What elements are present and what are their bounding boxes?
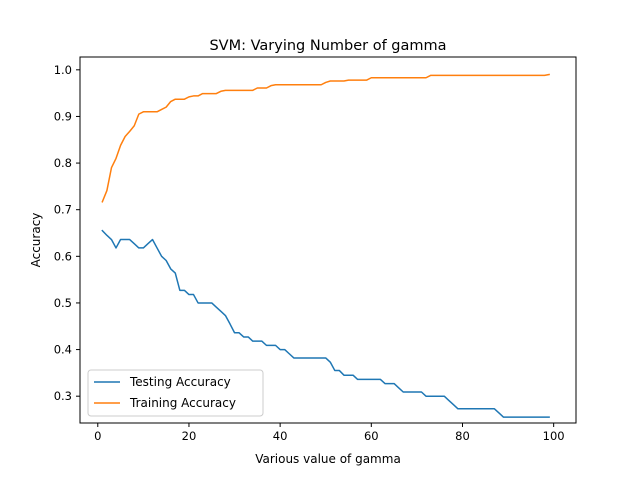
x-tick-label: 80 [455,429,470,443]
series-line-testing [101,229,550,418]
y-tick-label: 0.6 [54,249,72,263]
x-axis-ticks: 0 20 40 60 80 100 [94,423,565,443]
y-tick-label: 0.3 [54,389,72,403]
legend-label: Testing Accuracy [129,375,231,389]
x-tick-label: 20 [182,429,197,443]
x-tick-label: 0 [94,429,101,443]
axes-frame [79,56,577,424]
y-tick-label: 0.5 [54,296,72,310]
legend: Testing Accuracy Training Accuracy [87,369,264,417]
y-tick-label: 0.8 [54,156,72,170]
x-tick-label: 40 [273,429,288,443]
y-tick-label: 0.7 [54,203,72,217]
y-axis-ticks: 0.3 0.4 0.5 0.6 0.7 0.8 0.9 1.0 [54,63,80,403]
chart-title: SVM: Varying Number of gamma [209,38,446,54]
legend-label: Training Accuracy [129,396,236,410]
series-layer [101,73,550,418]
legend-box [87,369,264,417]
x-tick-label: 100 [543,429,565,443]
series-line-training [101,73,550,203]
y-axis-label: Accuracy [29,213,43,268]
y-tick-label: 1.0 [54,63,72,77]
y-tick-label: 0.9 [54,109,72,123]
x-tick-label: 60 [364,429,379,443]
plot-area: 0 20 40 60 80 100 0.3 0.4 0.5 0.6 0.7 0.8 0.9 1.0 [54,56,577,443]
x-axis-label: Various value of gamma [255,452,401,466]
y-tick-label: 0.4 [54,343,72,357]
